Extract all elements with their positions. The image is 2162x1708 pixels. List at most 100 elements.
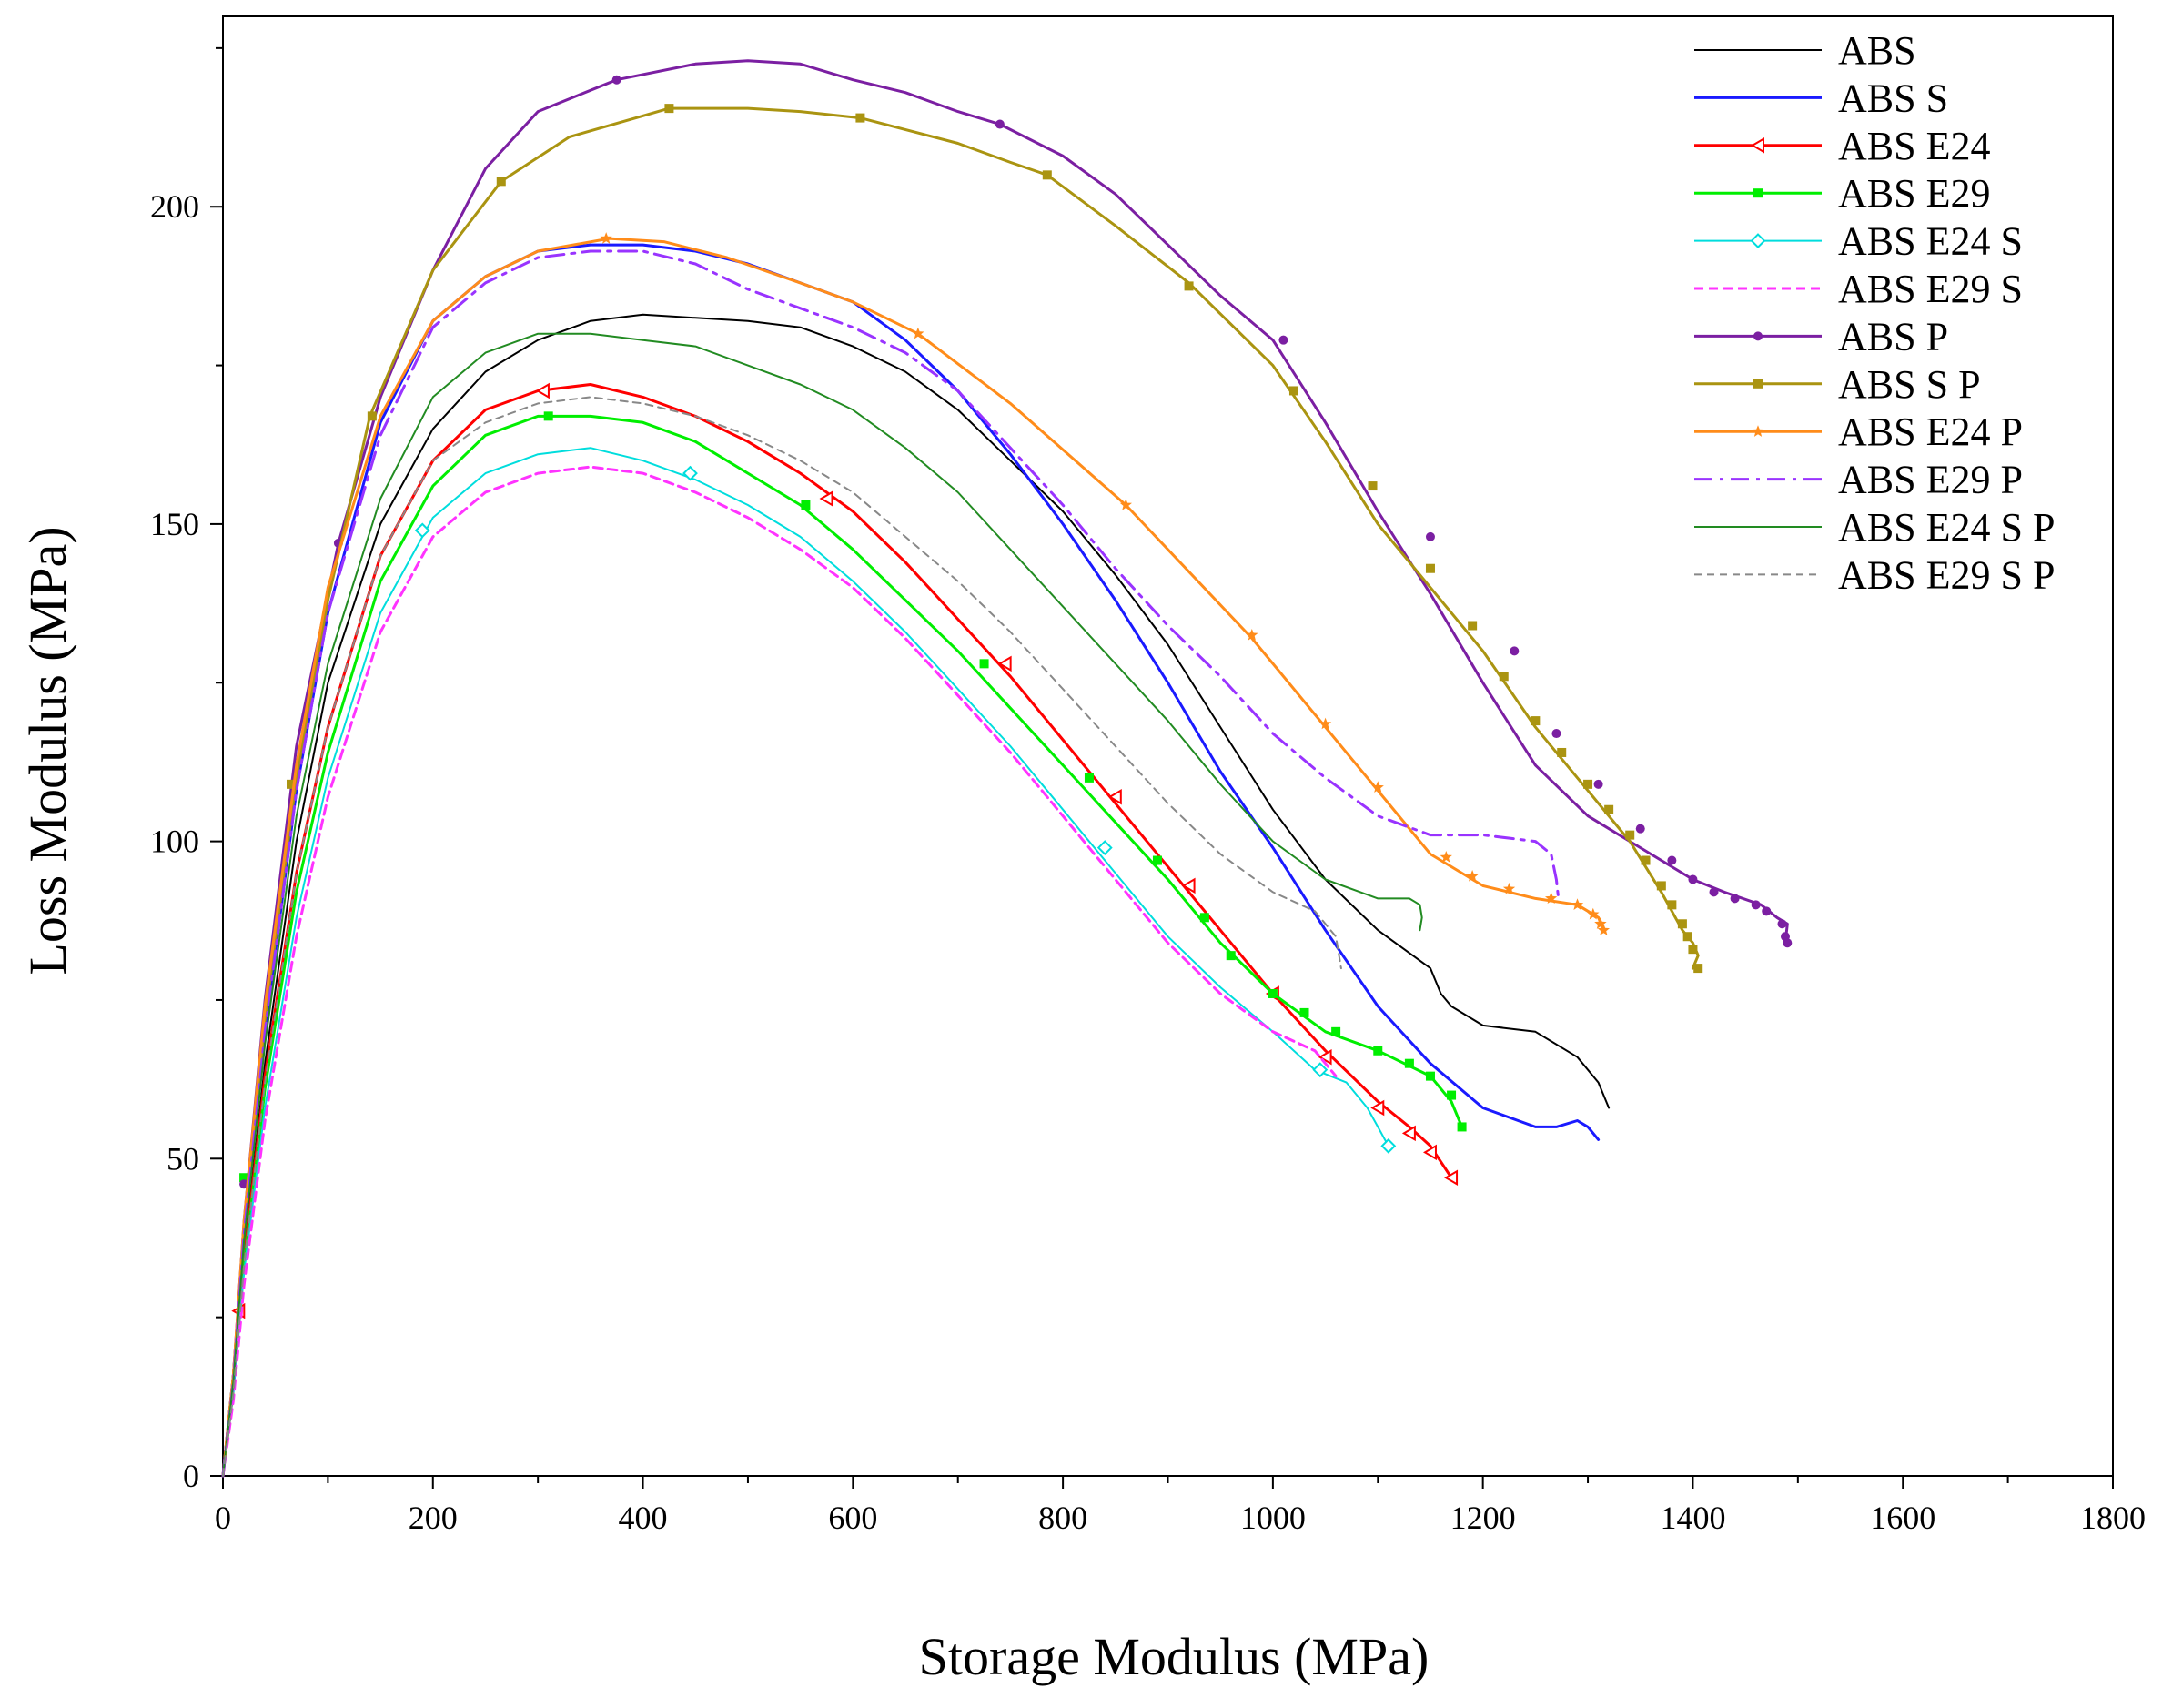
data-point: [1444, 1169, 1459, 1186]
series-line: [222, 447, 1389, 1477]
legend-item: ABS E29: [1694, 171, 1990, 216]
data-point: [1545, 892, 1558, 904]
data-point: [1096, 840, 1113, 855]
legend-marker: [1752, 425, 1764, 437]
data-point: [1597, 924, 1610, 935]
series-abs-e29-p: [221, 249, 1561, 1478]
data-point: [1688, 874, 1698, 884]
legend-label: ABS P: [1838, 314, 1948, 359]
data-point: [1370, 1099, 1385, 1117]
data-point: [1709, 887, 1719, 897]
legend-item: ABS E24 P: [1694, 409, 2023, 454]
x-tick-label: 800: [1038, 1500, 1087, 1536]
series-abs-e29: [221, 411, 1467, 1478]
data-point: [1777, 919, 1787, 929]
data-point: [1373, 1046, 1383, 1056]
data-point: [1531, 716, 1541, 726]
legend-marker: [1753, 188, 1763, 198]
data-point: [1447, 1090, 1457, 1100]
legend-item: ABS E24: [1694, 124, 1990, 168]
data-point: [1583, 779, 1593, 789]
data-point: [1656, 881, 1666, 891]
series-line: [221, 59, 1789, 1478]
legend-label: ABS S: [1838, 76, 1948, 120]
data-point: [1466, 870, 1479, 882]
data-point: [1693, 964, 1703, 974]
y-tick-label: 100: [150, 824, 199, 860]
x-tick-label: 1600: [1870, 1500, 1935, 1536]
data-point: [1667, 855, 1677, 865]
data-point: [664, 104, 674, 114]
series-abs: [222, 313, 1611, 1477]
data-point: [1084, 773, 1094, 783]
data-point: [997, 655, 1012, 672]
x-tick-label: 0: [215, 1500, 231, 1536]
data-point: [1594, 917, 1607, 929]
x-tick-label: 1800: [2080, 1500, 2146, 1536]
x-tick-label: 1000: [1240, 1500, 1306, 1536]
legend-marker: [1751, 137, 1764, 154]
x-axis: 0 200 400 600 800 1000 1200 1400 1600 1800: [215, 1476, 2146, 1536]
data-point: [1468, 621, 1478, 631]
data-point: [1299, 1007, 1309, 1017]
data-point: [1246, 629, 1258, 641]
x-tick-label: 1400: [1660, 1500, 1725, 1536]
data-point: [1641, 855, 1651, 865]
data-point: [1425, 563, 1435, 573]
data-point: [1688, 945, 1698, 955]
series-abs-s-p: [221, 104, 1703, 1478]
series-line: [221, 106, 1700, 1478]
series-abs-e29-s-p: [222, 396, 1342, 1477]
y-axis: 0 50 100 150 200: [150, 46, 223, 1494]
data-point: [1422, 1144, 1437, 1161]
data-point: [1107, 789, 1122, 805]
data-point: [1587, 907, 1600, 920]
data-point: [682, 465, 698, 481]
data-point: [1440, 851, 1452, 863]
legend-marker: [1753, 379, 1763, 389]
data-point: [1318, 717, 1332, 730]
y-tick-label: 200: [150, 188, 199, 225]
series-line: [221, 237, 1605, 1478]
data-point: [1604, 804, 1614, 814]
data-point: [543, 411, 553, 421]
data-point: [1181, 877, 1196, 894]
x-axis-title: Storage Modulus (MPa): [919, 1627, 1430, 1686]
data-point: [1783, 938, 1793, 948]
data-point: [1042, 170, 1052, 180]
series-line: [222, 332, 1423, 1477]
legend-label: ABS E29: [1838, 171, 1990, 216]
legend-item: ABS E24 S P: [1694, 505, 2055, 550]
y-tick-label: 50: [167, 1140, 199, 1177]
data-point: [1557, 747, 1567, 757]
legend-label: ABS S P: [1838, 362, 1981, 407]
data-point: [1667, 900, 1677, 910]
data-point: [1184, 281, 1194, 291]
data-point: [1457, 1122, 1467, 1132]
data-point: [1571, 898, 1584, 910]
series-line: [221, 249, 1561, 1478]
legend-label: ABS E24 S P: [1838, 505, 2055, 550]
data-point: [1226, 951, 1236, 961]
data-point: [1199, 913, 1209, 923]
data-point: [611, 75, 621, 85]
legend-item: ABS P: [1694, 314, 1948, 359]
legend-item: ABS E29 S: [1694, 267, 2023, 311]
data-point: [1152, 855, 1162, 865]
x-tick-label: 1200: [1450, 1500, 1516, 1536]
data-point: [1425, 1071, 1435, 1081]
data-point: [979, 659, 989, 669]
legend-label: ABS E29 P: [1838, 458, 2023, 502]
legend-label: ABS E24: [1838, 124, 1990, 168]
data-point: [1751, 900, 1761, 910]
data-point: [1635, 824, 1645, 834]
data-point: [1318, 1048, 1332, 1066]
legend-item: ABS S: [1694, 76, 1948, 120]
data-point: [367, 411, 377, 421]
data-point: [287, 779, 297, 789]
data-point: [1404, 1058, 1414, 1068]
data-point: [414, 522, 430, 539]
legend-marker: [1753, 331, 1763, 341]
data-point: [1762, 906, 1772, 916]
